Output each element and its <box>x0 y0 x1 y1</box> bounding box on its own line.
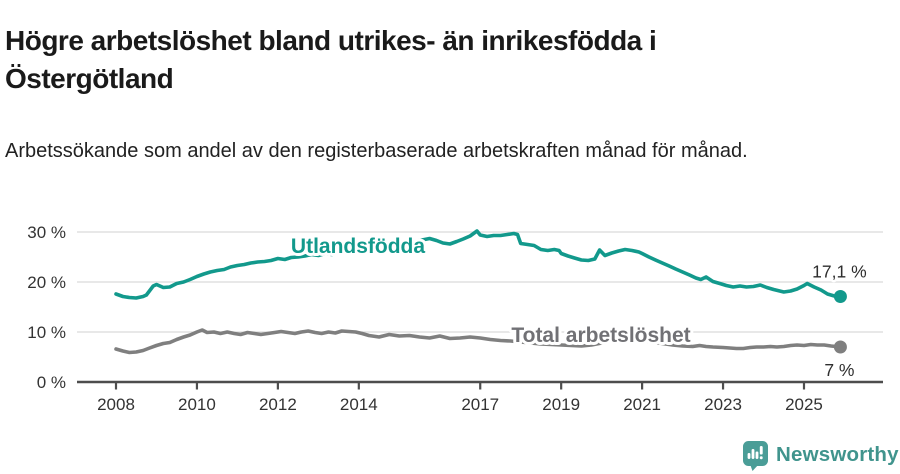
series-label-total: Total arbetslöshet <box>511 324 690 347</box>
brand-wordmark: Newsworthy <box>776 443 899 466</box>
series-line-utlandsfodda <box>114 229 843 300</box>
end-value-label-total: 7 % <box>824 360 854 380</box>
newsworthy-logo-icon <box>743 441 768 471</box>
x-tick-label: 2019 <box>542 395 580 414</box>
x-tick-label: 2008 <box>97 395 135 414</box>
logo-exclamation-bar <box>759 446 763 455</box>
series-line-total <box>114 328 843 355</box>
end-value-label-utlandsfodda: 17,1 % <box>812 262 866 282</box>
logo-bar-medium <box>755 451 759 459</box>
logo-bar-small <box>747 453 751 459</box>
x-tick-label: 2010 <box>178 395 216 414</box>
series-end-dot-utlandsfodda <box>833 290 847 303</box>
x-tick-label: 2021 <box>623 395 661 414</box>
logo-exclamation-dot <box>759 456 763 460</box>
logo-bubble-tail <box>750 464 759 471</box>
y-tick-label: 20 % <box>27 273 66 292</box>
y-tick-label: 10 % <box>27 323 66 342</box>
x-tick-label: 2017 <box>461 395 499 414</box>
page-subtitle: Arbetssökande som andel av den registerb… <box>5 140 748 162</box>
x-tick-label: 2014 <box>340 395 378 414</box>
series-end-dot-total <box>833 340 847 354</box>
y-tick-label: 30 % <box>27 223 66 242</box>
logo-bar-tall <box>751 449 755 459</box>
x-tick-label: 2023 <box>704 395 742 414</box>
page-title: Högre arbetslöshet bland utrikes- än inr… <box>5 24 657 94</box>
logo-bubble <box>743 441 768 466</box>
x-tick-label: 2012 <box>259 395 297 414</box>
series-label-utlandsfodda: Utlandsfödda <box>291 235 425 258</box>
y-tick-label: 0 % <box>37 373 66 392</box>
unemployment-line-chart: 2008 2010 2012 2014 2017 2019 2021 2023 2025 0 % 1… <box>27 223 883 414</box>
x-tick-label: 2025 <box>785 395 823 414</box>
